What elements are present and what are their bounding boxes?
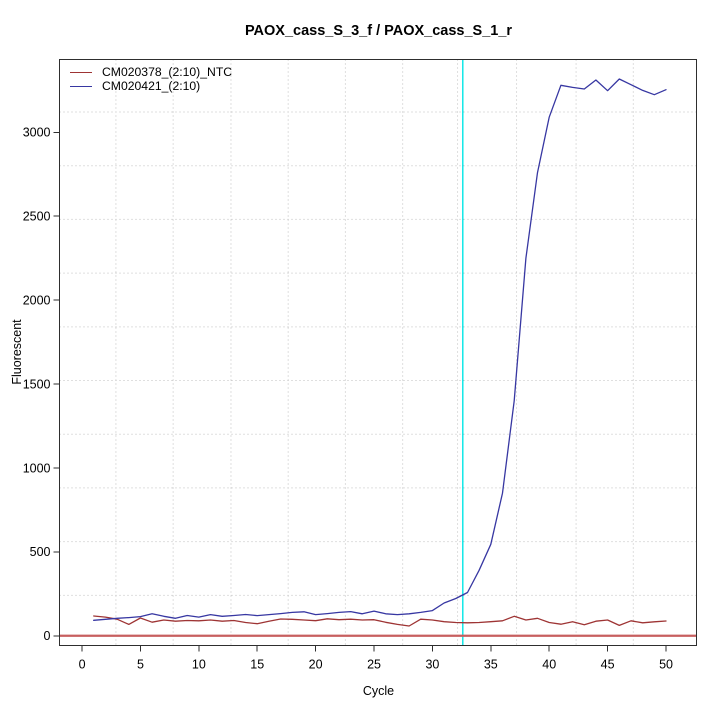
legend: CM020378_(2:10)_NTC CM020421_(2:10) <box>70 65 232 93</box>
legend-line-sample-ntc <box>70 71 92 73</box>
legend-line-sample <box>70 85 92 87</box>
x-tick-label: 45 <box>601 658 615 672</box>
x-tick-label: 25 <box>367 658 381 672</box>
y-tick-label: 1000 <box>23 461 51 475</box>
x-tick-label: 40 <box>542 658 556 672</box>
legend-item-sample: CM020421_(2:10) <box>70 79 232 93</box>
y-tick-label: 0 <box>44 629 51 643</box>
x-tick-label: 15 <box>250 658 264 672</box>
y-tick-label: 500 <box>30 545 51 559</box>
series-curve-1 <box>93 78 667 621</box>
plot-border <box>59 59 697 646</box>
y-tick-label: 2000 <box>23 293 51 307</box>
plot-title: PAOX_cass_S_3_f / PAOX_cass_S_1_r <box>244 23 513 39</box>
x-tick-label: 0 <box>79 658 86 672</box>
legend-label-ntc: CM020378_(2:10)_NTC <box>102 65 233 79</box>
legend-item-ntc: CM020378_(2:10)_NTC <box>70 65 232 79</box>
x-axis-label: Cycle <box>362 684 395 698</box>
legend-label-sample: CM020421_(2:10) <box>102 79 201 93</box>
series-curve-0 <box>93 615 667 627</box>
x-tick-label: 35 <box>484 658 498 672</box>
x-tick-label: 30 <box>425 658 439 672</box>
x-tick-label: 20 <box>309 658 323 672</box>
y-tick-label: 2500 <box>23 210 51 224</box>
x-tick-label: 5 <box>137 658 144 672</box>
x-tick-label: 50 <box>659 658 673 672</box>
y-tick-label: 1500 <box>23 377 51 391</box>
x-tick-label: 10 <box>192 658 206 672</box>
y-tick-label: 3000 <box>23 126 51 140</box>
